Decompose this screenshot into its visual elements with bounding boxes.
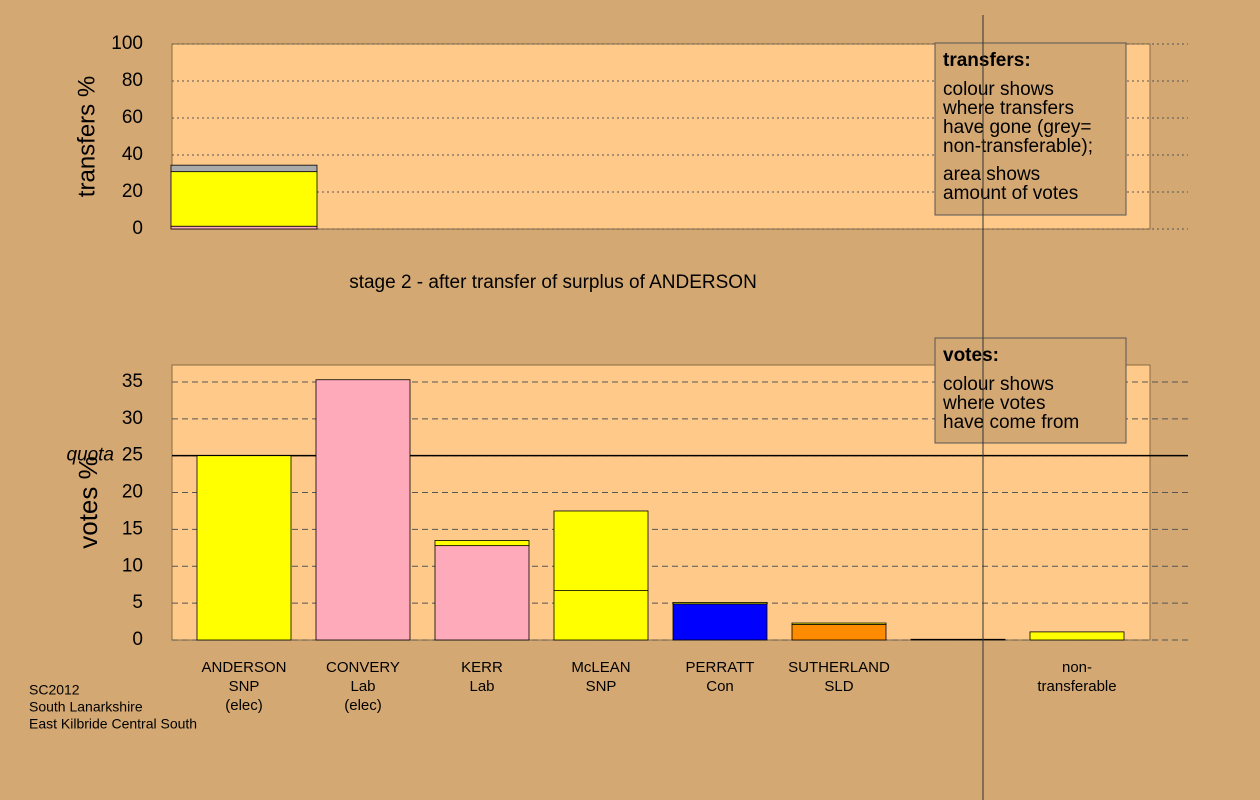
y-tick-label: 20 bbox=[122, 181, 143, 202]
bar-segment bbox=[672, 603, 768, 641]
bar-segment bbox=[553, 590, 649, 641]
note-text: colour shows bbox=[943, 79, 1054, 100]
footer-text: East Kilbride Central South bbox=[29, 716, 197, 732]
x-tick-label: SNP bbox=[229, 678, 260, 695]
note-title: votes: bbox=[943, 345, 999, 366]
y-tick-label: 25 bbox=[122, 445, 143, 466]
bar-segment bbox=[434, 540, 530, 547]
note-box bbox=[934, 42, 1127, 216]
y-tick-label: 0 bbox=[132, 218, 143, 239]
bar-segment bbox=[196, 455, 292, 641]
bar-segment bbox=[1029, 631, 1125, 641]
bar-segment bbox=[910, 638, 1006, 641]
y-axis-label: transfers % bbox=[73, 76, 100, 197]
x-tick-label: SUTHERLAND bbox=[788, 659, 890, 676]
note-text: non-transferable); bbox=[943, 136, 1093, 157]
y-tick-label: 100 bbox=[111, 33, 143, 54]
note-text: where transfers bbox=[942, 98, 1074, 119]
chart-title: stage 2 - after transfer of surplus of A… bbox=[349, 272, 757, 293]
x-tick-label: Lab bbox=[469, 678, 494, 695]
note-text: have come from bbox=[943, 412, 1079, 433]
y-tick-label: 5 bbox=[132, 592, 143, 613]
x-tick-label: ANDERSON bbox=[201, 659, 286, 676]
x-tick-label: non- bbox=[1062, 659, 1092, 676]
bar-segment bbox=[672, 601, 768, 605]
bar-segment bbox=[170, 164, 318, 173]
y-tick-label: 35 bbox=[122, 371, 143, 392]
y-tick-label: 0 bbox=[132, 629, 143, 650]
bar-segment bbox=[553, 510, 649, 592]
note-text: colour shows bbox=[943, 374, 1054, 395]
x-tick-label: transferable bbox=[1037, 678, 1116, 695]
y-tick-label: 40 bbox=[122, 144, 143, 165]
x-tick-label: PERRATT bbox=[686, 659, 755, 676]
y-tick-label: 15 bbox=[122, 518, 143, 539]
y-tick-label: 10 bbox=[122, 555, 143, 576]
note-box bbox=[934, 337, 1127, 444]
bar-segment bbox=[434, 545, 530, 641]
y-tick-label: 20 bbox=[122, 482, 143, 503]
note-text: where votes bbox=[942, 393, 1045, 414]
x-tick-label: McLEAN bbox=[571, 659, 630, 676]
y-tick-label: 60 bbox=[122, 107, 143, 128]
x-tick-label: Con bbox=[706, 678, 734, 695]
x-tick-label: SNP bbox=[586, 678, 617, 695]
bar-segment bbox=[170, 171, 318, 227]
x-tick-label: Lab bbox=[350, 678, 375, 695]
x-tick-label: CONVERY bbox=[326, 659, 400, 676]
x-tick-label: (elec) bbox=[225, 697, 263, 714]
bar-segment bbox=[791, 624, 887, 641]
x-tick-label: SLD bbox=[824, 678, 853, 695]
quota-label: quota bbox=[66, 445, 114, 466]
note-text: have gone (grey= bbox=[943, 117, 1091, 138]
note-text: amount of votes bbox=[943, 183, 1078, 204]
y-tick-label: 30 bbox=[122, 408, 143, 429]
x-tick-label: (elec) bbox=[344, 697, 382, 714]
footer-text: SC2012 bbox=[29, 682, 80, 698]
y-tick-label: 80 bbox=[122, 70, 143, 91]
note-text: area shows bbox=[943, 164, 1040, 185]
bar-segment bbox=[170, 225, 318, 230]
x-tick-label: KERR bbox=[461, 659, 503, 676]
y-axis-label: votes % bbox=[73, 456, 103, 549]
bar-segment bbox=[315, 379, 411, 641]
bar-segment bbox=[791, 622, 887, 625]
footer-text: South Lanarkshire bbox=[29, 699, 143, 715]
note-title: transfers: bbox=[943, 50, 1031, 71]
